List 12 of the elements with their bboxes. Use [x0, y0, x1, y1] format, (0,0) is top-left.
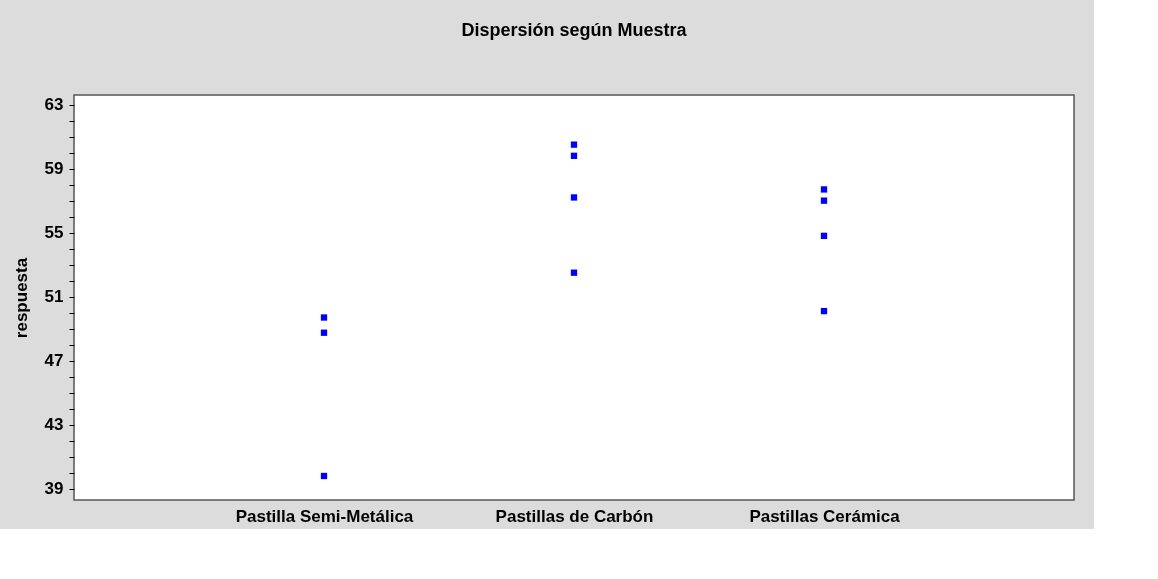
y-tick-label: 39 [44, 479, 64, 499]
y-axis-title: respuesta [11, 257, 31, 339]
x-tick-label: Pastillas Cerámica [749, 506, 901, 526]
x-tick-label: Pastilla Semi-Metálica [235, 506, 414, 526]
chart-title: Dispersión según Muestra [461, 20, 688, 40]
y-tick-label: 43 [44, 415, 64, 435]
y-tick-label: 55 [44, 223, 64, 243]
y-tick-label: 51 [44, 287, 64, 307]
y-tick-label: 59 [44, 159, 64, 179]
y-tick-label: 47 [44, 351, 64, 371]
x-tick-label: Pastillas de Carbón [495, 506, 654, 526]
y-tick-label: 63 [44, 95, 64, 115]
